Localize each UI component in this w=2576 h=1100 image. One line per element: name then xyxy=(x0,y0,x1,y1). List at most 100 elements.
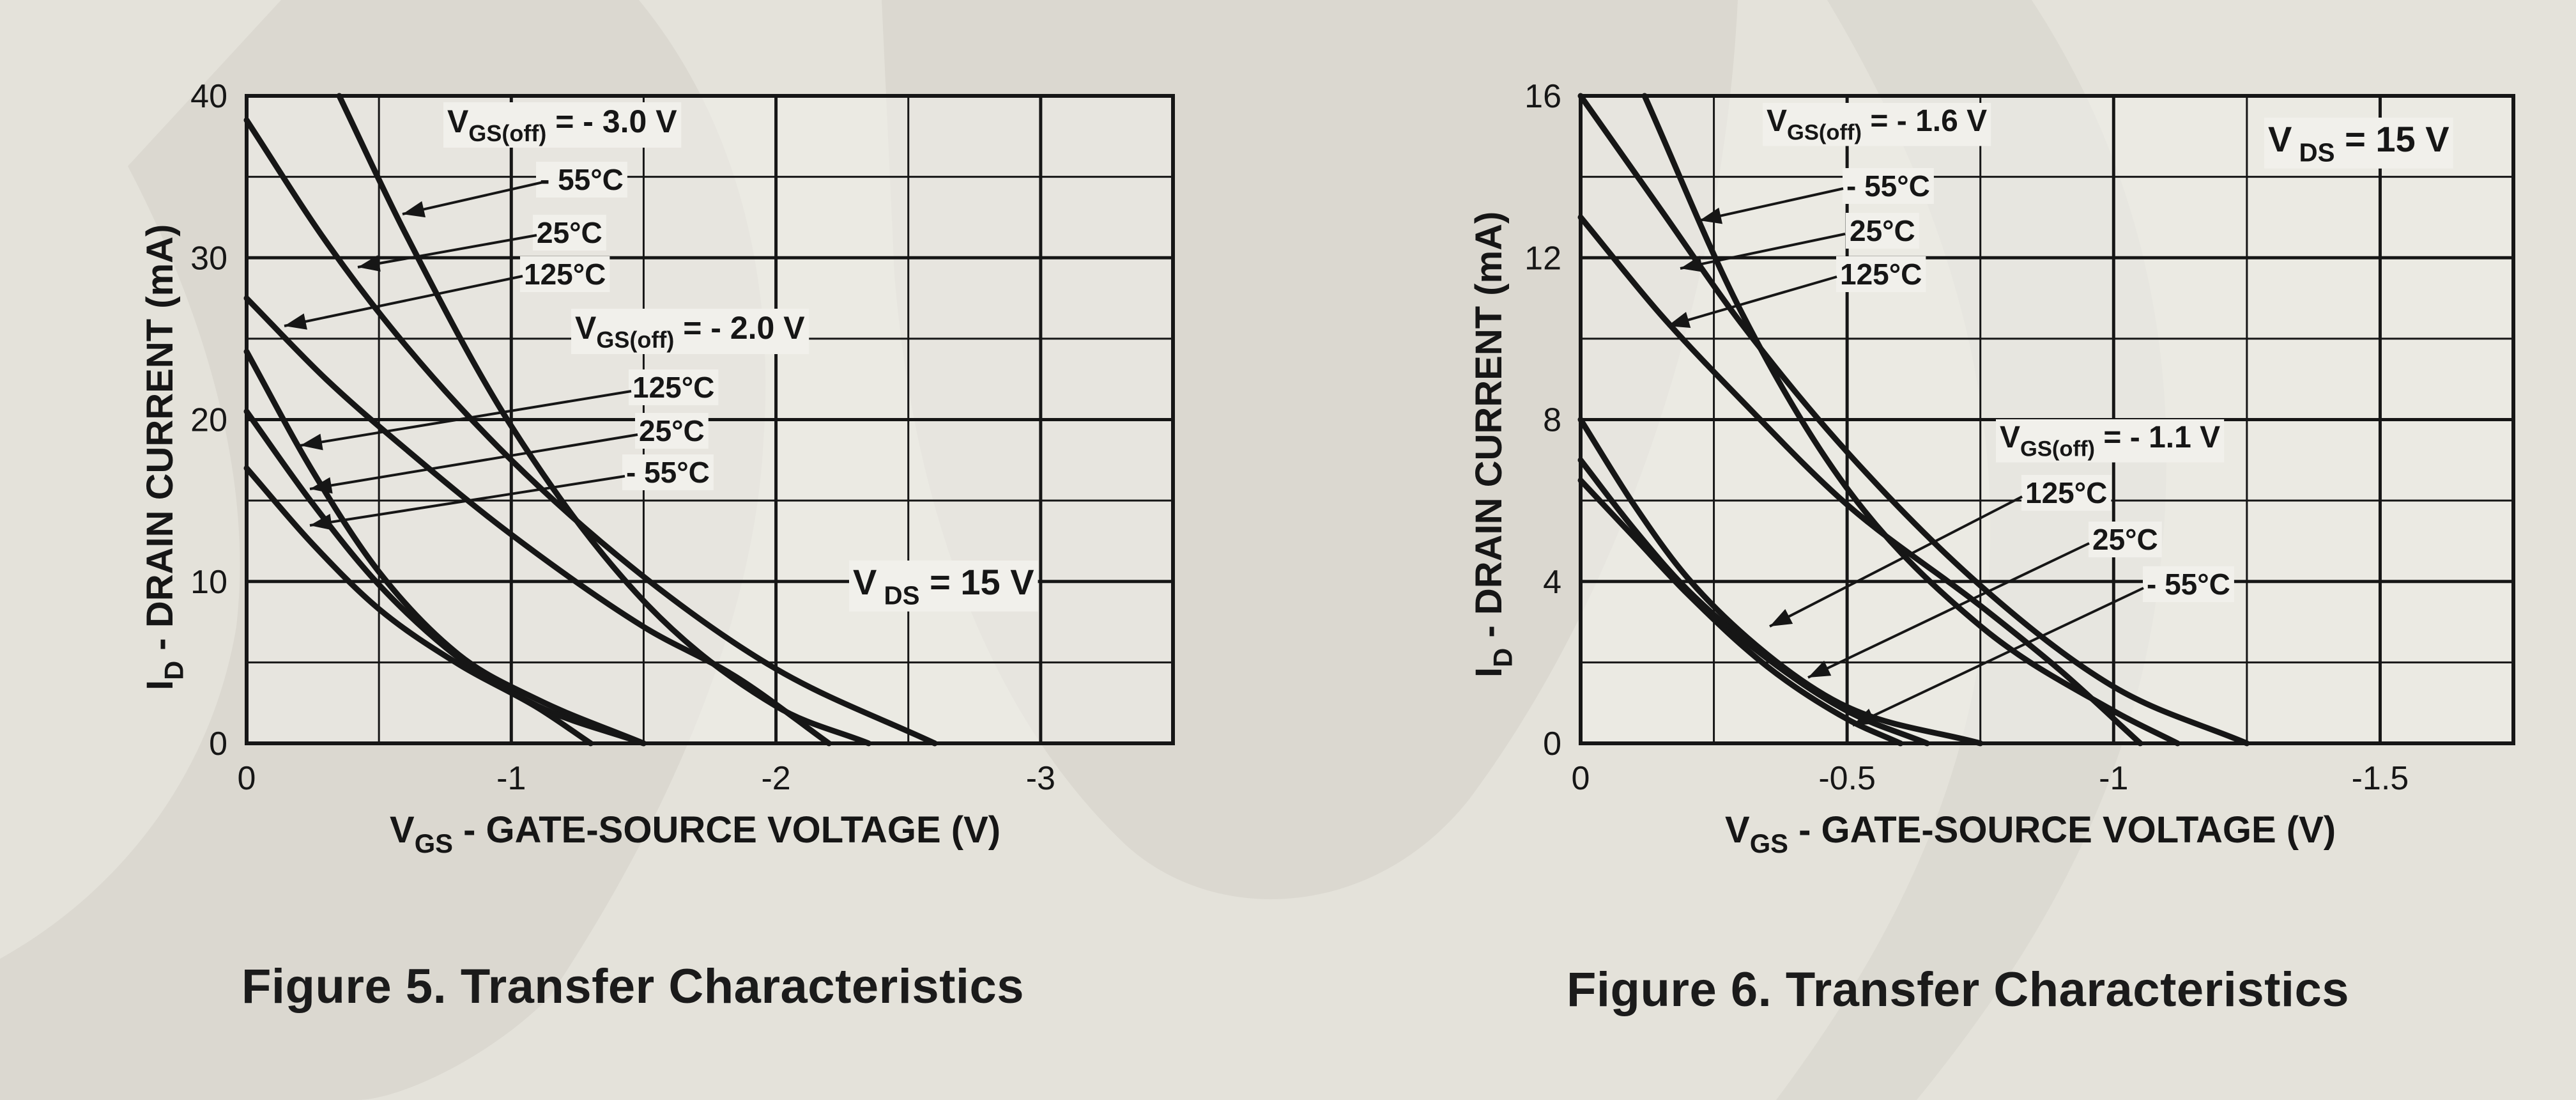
x-tick-label: 0 xyxy=(1572,760,1590,797)
series-line-6 xyxy=(243,465,594,747)
y-tick-label: 8 xyxy=(1543,402,1561,439)
annotation-2-label-background xyxy=(536,162,627,198)
annotation-arrow-3-shaft xyxy=(284,275,523,327)
annotation-arrow-2-head xyxy=(1680,256,1703,272)
svg-text:25°C: 25°C xyxy=(2092,523,2158,556)
series-line-2 xyxy=(1577,93,2250,747)
annotation-8: - 55°C xyxy=(2143,566,2234,602)
annotation-arrow-1-shaft xyxy=(402,181,544,215)
annotation-arrow-3-head xyxy=(1667,312,1691,328)
annotation-1-subscript: GS(off) xyxy=(468,120,546,146)
svg-text:VGS(off) = - 2.0 V: VGS(off) = - 2.0 V xyxy=(575,310,805,353)
y-tick-label: 20 xyxy=(190,402,227,439)
annotation-6-main: 125°C xyxy=(2025,476,2107,509)
annotation-arrow-4-shaft xyxy=(1769,495,2023,628)
annotation-4-main: 125°C xyxy=(1840,258,1922,291)
annotation-9-rest: = 15 V xyxy=(920,562,1034,602)
svg-text:25°C: 25°C xyxy=(537,216,602,249)
annotation-9-subscript: DS xyxy=(2292,138,2334,167)
y-tick-label: 0 xyxy=(1543,725,1561,763)
svg-text:VGS - GATE-SOURCE VOLTAGE (V): VGS - GATE-SOURCE VOLTAGE (V) xyxy=(390,809,1000,858)
annotation-3: 25°C xyxy=(533,215,606,251)
svg-text:25°C: 25°C xyxy=(639,414,705,447)
annotation-5-label-background xyxy=(1996,419,2225,463)
annotation-1-subscript: GS(off) xyxy=(1787,120,1862,144)
annotation-6: 125°C xyxy=(629,369,719,405)
annotation-3-label-background xyxy=(533,215,606,251)
svg-text:ID - DRAIN CURRENT (mA): ID - DRAIN CURRENT (mA) xyxy=(139,224,188,690)
annotation-8-main: - 55°C xyxy=(626,456,710,489)
annotation-arrow-4 xyxy=(1769,495,2023,628)
annotation-7-label-background xyxy=(2089,522,2162,557)
annotation-arrow-4-shaft xyxy=(300,390,632,447)
y-axis-title-subscript: D xyxy=(158,661,188,680)
series-line-3 xyxy=(1577,214,2143,747)
y-tick-label: 40 xyxy=(190,78,227,115)
svg-text:ID - DRAIN CURRENT (mA): ID - DRAIN CURRENT (mA) xyxy=(1468,212,1517,678)
y-tick-label: 30 xyxy=(190,240,227,277)
x-tick-label: -1 xyxy=(496,760,526,797)
annotation-5: VGS(off) = - 2.0 V xyxy=(571,309,809,354)
annotation-8: - 55°C xyxy=(622,454,714,490)
x-axis-label: VGS - GATE-SOURCE VOLTAGE (V) xyxy=(390,809,1000,858)
series-lines xyxy=(243,93,938,747)
tick-labels: 0 -1 -2 -3 0 10 20 30 40 xyxy=(190,78,1055,797)
annotation-1-main: V xyxy=(1767,104,1787,138)
annotation-arrow-3 xyxy=(1667,275,1837,328)
annotation-5-main: V xyxy=(575,310,597,346)
annotation-5-rest: = - 2.0 V xyxy=(674,310,805,346)
annotation-arrow-5 xyxy=(1807,542,2090,679)
annotation-arrow-1-shaft xyxy=(1699,187,1844,222)
annotation-8-label-background xyxy=(622,454,714,490)
annotation-arrow-6-shaft xyxy=(1852,587,2144,727)
y-axis-title-main: I xyxy=(139,680,181,690)
svg-text:VGS(off) = - 3.0 V: VGS(off) = - 3.0 V xyxy=(447,104,677,146)
annotation-3-main: 25°C xyxy=(537,216,602,249)
series-line-2 xyxy=(243,117,938,747)
annotation-arrow-4 xyxy=(300,390,632,451)
annotation-3: 25°C xyxy=(1846,213,1919,249)
figure-5-caption: Figure 5. Transfer Characteristics xyxy=(241,959,1025,1014)
series-line-4 xyxy=(1577,417,1984,747)
annotation-arrow-2-shaft xyxy=(1680,233,1846,270)
y-axis-label: ID - DRAIN CURRENT (mA) xyxy=(139,224,188,690)
annotations: VGS(off) = - 3.0 V- 55°C25°C125°CVGS(off… xyxy=(284,102,1038,612)
annotation-arrow-4-head xyxy=(1770,608,1793,626)
annotation-7-main: 25°C xyxy=(639,414,705,447)
y-tick-label: 16 xyxy=(1524,78,1561,115)
x-tick-label: -1.5 xyxy=(2352,760,2409,797)
x-axis-title: VGS - GATE-SOURCE VOLTAGE (V) xyxy=(390,809,1000,858)
annotation-5-label-background xyxy=(571,309,809,354)
annotation-5: VGS(off) = - 1.1 V xyxy=(1996,419,2225,463)
annotation-4: 125°C xyxy=(520,256,610,292)
series-lines xyxy=(1577,93,2250,747)
svg-text:- 55°C: - 55°C xyxy=(2147,568,2230,601)
figure-6: 0 -0.5 -1 -1.5 0 4 8 12 16 VGS - GATE-SOURCE VOLT… xyxy=(1278,0,2556,1017)
annotation-7: 25°C xyxy=(2089,522,2162,557)
svg-text:VGS(off) = - 1.6 V: VGS(off) = - 1.6 V xyxy=(1767,104,1987,144)
annotation-arrow-3-head xyxy=(284,313,307,330)
annotation-arrow-1 xyxy=(1699,187,1844,224)
svg-text:125°C: 125°C xyxy=(524,258,606,291)
x-axis-title-subscript: GS xyxy=(415,828,453,858)
figure-6-caption: Figure 6. Transfer Characteristics xyxy=(1567,963,2350,1017)
annotation-7-main: 25°C xyxy=(2092,523,2158,556)
series-line-5 xyxy=(1577,457,1930,747)
svg-text:125°C: 125°C xyxy=(2025,476,2107,509)
annotation-arrow-2 xyxy=(1680,233,1846,272)
y-tick-label: 12 xyxy=(1524,240,1561,277)
annotation-4-main: 125°C xyxy=(524,258,606,291)
annotation-9-rest: = 15 V xyxy=(2335,119,2450,159)
annotation-arrow-6 xyxy=(309,475,625,531)
svg-text:V DS = 15 V: V DS = 15 V xyxy=(853,562,1034,610)
svg-text:- 55°C: - 55°C xyxy=(540,163,624,196)
annotation-arrow-5 xyxy=(309,433,638,494)
series-line-4 xyxy=(243,348,647,747)
annotation-1: VGS(off) = - 3.0 V xyxy=(443,102,682,148)
annotation-7: 25°C xyxy=(635,413,709,449)
series-line-6 xyxy=(1577,477,1904,747)
annotation-1-main: V xyxy=(447,104,469,139)
annotation-9-subscript: DS xyxy=(877,581,919,610)
